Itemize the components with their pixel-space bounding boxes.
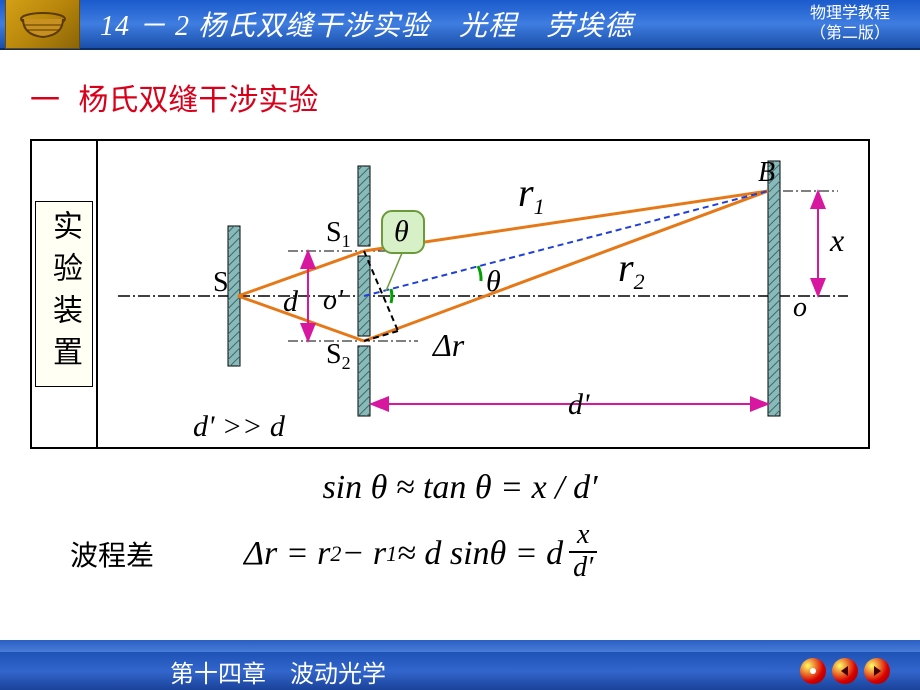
header-bar: 14 － 2 杨氏双缝干涉实验 光程 劳埃德 物理学教程 （第二版）: [0, 0, 920, 50]
header-title: 14 － 2 杨氏双缝干涉实验 光程 劳埃德: [100, 4, 633, 44]
nav-buttons: [800, 658, 890, 684]
footer: 第十四章 波动光学: [0, 640, 920, 690]
formula-path-diff-row: 波程差 Δr = r2 − r1 ≈ d sinθ = d x d′: [30, 522, 890, 586]
formula-trig: sin θ ≈ tan θ = x / d′: [30, 469, 890, 507]
footer-accent: [0, 640, 920, 652]
nav-next-button[interactable]: [864, 658, 890, 684]
svg-text:r2: r2: [618, 245, 645, 294]
content-area: 一 杨氏双缝干涉实验 实验装置: [0, 50, 920, 640]
section-heading: 一 杨氏双缝干涉实验: [30, 75, 890, 119]
book-title: 物理学教程: [810, 4, 890, 24]
path-diff-label: 波程差: [70, 534, 154, 574]
diagram-svg-area: S S1 S2 d o' θ θ r1 r2 Δr d' B x o d' >>…: [98, 141, 868, 447]
footer-main: 第十四章 波动光学: [0, 652, 920, 690]
vertical-label-column: 实验装置: [32, 141, 98, 447]
logo: [5, 0, 80, 49]
svg-text:θ: θ: [486, 265, 501, 298]
formula-path-diff: Δr = r2 − r1 ≈ d sinθ = d x d′: [244, 522, 599, 586]
book-edition: （第二版）: [810, 24, 890, 44]
section-text: 杨氏双缝干涉实验: [78, 84, 318, 117]
svg-text:o: o: [793, 292, 807, 323]
fraction: x d′: [567, 520, 599, 584]
nav-prev-button[interactable]: [832, 658, 858, 684]
section-number: 一: [30, 84, 60, 117]
svg-text:S: S: [213, 267, 229, 298]
diagram-container: 实验装置: [30, 139, 870, 449]
label-box: 实验装置: [35, 201, 93, 387]
svg-text:o': o': [323, 285, 344, 316]
svg-text:d' >> d: d' >> d: [193, 410, 286, 443]
svg-text:θ: θ: [394, 215, 409, 248]
header-book-info: 物理学教程 （第二版）: [810, 4, 890, 44]
formulas: sin θ ≈ tan θ = x / d′ 波程差 Δr = r2 − r1 …: [30, 469, 890, 586]
svg-text:S1: S1: [326, 217, 351, 251]
svg-text:B: B: [758, 157, 775, 188]
svg-text:d': d': [568, 388, 590, 421]
vertical-label: 实验装置: [42, 210, 86, 378]
chapter-title: 第十四章 波动光学: [170, 654, 386, 689]
svg-text:Δr: Δr: [431, 327, 465, 363]
nav-home-button[interactable]: [800, 658, 826, 684]
svg-text:r1: r1: [518, 170, 545, 219]
svg-text:S2: S2: [326, 339, 351, 373]
svg-text:x: x: [829, 222, 844, 258]
svg-text:d: d: [283, 285, 299, 318]
